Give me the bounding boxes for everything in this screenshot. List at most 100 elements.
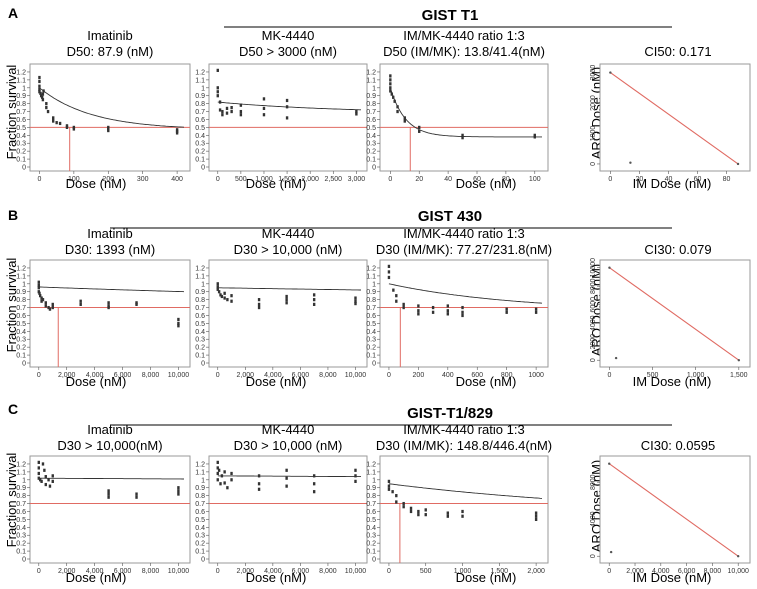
x-tick-label: 20 <box>415 176 423 183</box>
data-point <box>41 92 45 96</box>
data-point <box>216 86 219 90</box>
y-tick-label: 0.2 <box>16 149 26 156</box>
x-axis-label-c4: IM Dose (nM) <box>633 570 712 585</box>
y-tick-label: 1.2 <box>16 69 26 76</box>
data-point <box>216 68 219 72</box>
x-tick-label: 8,000 <box>142 372 160 379</box>
x-tick-label: 8,000 <box>319 568 337 575</box>
y-tick-label: 1 <box>22 85 26 92</box>
data-point <box>38 294 42 298</box>
y-tick-label: 1 <box>22 477 26 484</box>
y-tick-label: 0.3 <box>366 533 376 540</box>
panel-subtitle: Imatinib <box>87 422 133 437</box>
data-point <box>461 133 464 137</box>
x-tick-label: 80 <box>502 176 510 183</box>
x-tick-label: 10,000 <box>727 568 749 575</box>
data-point <box>505 307 508 311</box>
isobole-line <box>609 267 740 361</box>
fit-curve <box>217 287 361 291</box>
data-point <box>285 484 288 488</box>
y-tick-label: 0.2 <box>195 345 205 352</box>
data-point <box>217 290 221 294</box>
data-point <box>417 513 420 517</box>
data-point <box>312 490 316 494</box>
y-tick-label: 0.3 <box>366 337 376 344</box>
y-axis-label-a: Fraction survival <box>4 65 19 160</box>
data-point <box>225 106 229 110</box>
isobole-line <box>608 463 739 557</box>
data-point <box>38 291 41 295</box>
data-point <box>38 79 41 84</box>
y-tick-label: 0 <box>22 557 26 564</box>
data-point <box>45 106 48 110</box>
x-tick-label: 60 <box>694 176 702 183</box>
y-tick-label: 0.3 <box>16 533 26 540</box>
data-point <box>257 302 261 306</box>
data-point <box>38 478 42 482</box>
y-tick-label: 1 <box>201 477 205 484</box>
y-tick-label: 0.4 <box>195 329 205 336</box>
y-tick-label: 0.4 <box>16 525 26 532</box>
x-tick-label: 0 <box>37 176 41 183</box>
data-point <box>135 492 138 496</box>
data-point <box>107 305 110 310</box>
x-tick-label: 8,000 <box>142 568 160 575</box>
panel-subtitle: IM/MK-4440 ratio 1:3 <box>403 226 524 241</box>
data-point <box>220 474 224 478</box>
data-point <box>395 494 398 498</box>
data-point <box>534 511 538 515</box>
data-point <box>51 305 54 310</box>
data-point <box>41 298 45 302</box>
y-tick-label: 4000 <box>590 511 597 527</box>
data-point <box>40 479 43 483</box>
data-point <box>389 78 392 82</box>
isobole-point <box>609 550 613 554</box>
y-tick-label: 0.2 <box>195 149 205 156</box>
panel-letter-a: A <box>8 5 18 21</box>
data-point <box>354 474 357 478</box>
data-point <box>239 109 243 114</box>
data-point <box>391 490 394 494</box>
data-point <box>216 460 219 464</box>
data-point <box>48 307 52 311</box>
x-tick-label: 10,000 <box>345 568 367 575</box>
y-tick-label: 0 <box>372 557 376 564</box>
y-tick-label: 0.9 <box>16 93 26 100</box>
data-point <box>403 119 406 123</box>
y-tick-label: 10000 <box>590 258 597 278</box>
x-tick-label: 4,000 <box>264 568 282 575</box>
data-point <box>424 508 427 512</box>
y-tick-label: 0.2 <box>366 345 376 352</box>
data-point <box>262 106 266 110</box>
isobole-point <box>609 71 612 74</box>
data-point <box>223 470 226 474</box>
y-tick-label: 0 <box>590 358 597 362</box>
y-tick-label: 0.5 <box>195 517 205 524</box>
data-point <box>216 471 219 476</box>
data-point <box>39 91 42 95</box>
data-point <box>177 321 180 325</box>
panel-subtitle: CI30: 0.079 <box>644 242 711 257</box>
x-axis-label-b1: Dose (nM) <box>66 374 127 389</box>
y-tick-label: 0.4 <box>195 525 205 532</box>
y-tick-label: 0.5 <box>366 517 376 524</box>
y-tick-label: 0 <box>22 165 26 172</box>
y-tick-label: 0.6 <box>195 509 205 516</box>
data-point <box>533 135 536 139</box>
y-tick-label: 2000 <box>590 95 597 111</box>
y-tick-label: 0.6 <box>366 509 376 516</box>
y-tick-label: 0 <box>201 361 205 368</box>
data-point <box>418 129 421 133</box>
y-tick-label: 0.3 <box>195 141 205 148</box>
plot-frame <box>29 259 191 368</box>
y-tick-label: 0.6 <box>16 313 26 320</box>
y-tick-label: 0.8 <box>366 297 376 304</box>
data-point <box>107 489 110 493</box>
data-point <box>312 482 316 486</box>
chart-panel-0-3: CI50: 0.171 0 20 40 60 80 0 1000 2000 3000 <box>590 44 751 183</box>
x-tick-label: 500 <box>420 568 432 575</box>
